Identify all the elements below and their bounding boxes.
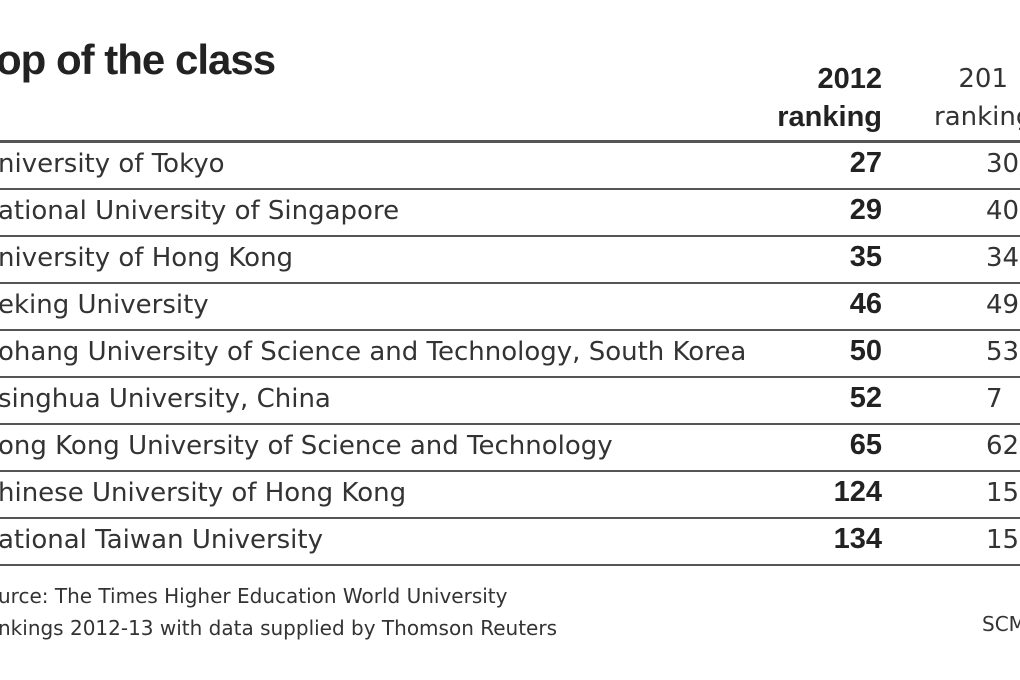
university-name: ohang University of Science and Technolo…	[0, 337, 747, 367]
source-line-1: urce: The Times Higher Education World U…	[0, 584, 508, 608]
university-name: eking University	[0, 290, 209, 320]
credit: SCM	[982, 612, 1020, 636]
header-2012-ranking: 2012 ranking	[777, 60, 882, 136]
table-row: niversity of Hong Kong 35 34	[0, 237, 1020, 284]
ranking-2012: 124	[833, 476, 882, 508]
header-2012-year: 2012	[817, 63, 882, 95]
ranking-2011: 30	[986, 149, 1020, 179]
table-row: niversity of Tokyo 27 30	[0, 143, 1020, 190]
ranking-2012: 46	[849, 288, 882, 320]
table-row: hinese University of Hong Kong 124 15	[0, 472, 1020, 519]
table-row: ational University of Singapore 29 40	[0, 190, 1020, 237]
table-title: op of the class	[0, 36, 276, 83]
ranking-2012: 35	[849, 241, 882, 273]
ranking-2011: 49	[986, 290, 1020, 320]
university-name: niversity of Hong Kong	[0, 243, 294, 273]
ranking-2012: 134	[833, 523, 882, 555]
university-name: hinese University of Hong Kong	[0, 478, 407, 508]
university-name: singhua University, China	[0, 384, 331, 414]
ranking-2011: 53	[986, 337, 1020, 367]
header-2011-label: ranking	[934, 102, 1020, 132]
ranking-2012: 27	[849, 147, 882, 179]
university-name: niversity of Tokyo	[0, 149, 225, 179]
table-row: ational Taiwan University 134 154	[0, 519, 1020, 566]
ranking-2011: 7	[986, 384, 1003, 414]
table-row: eking University 46 49	[0, 284, 1020, 331]
table-row: singhua University, China 52 7	[0, 378, 1020, 425]
university-name: ong Kong University of Science and Techn…	[0, 431, 613, 461]
ranking-2012: 29	[849, 194, 882, 226]
header-2011-year: 201	[958, 64, 1008, 94]
ranking-2012: 52	[849, 382, 882, 414]
university-name: ational Taiwan University	[0, 525, 323, 555]
ranking-2011: 34	[986, 243, 1020, 273]
ranking-2011: 40	[986, 196, 1020, 226]
source-note: urce: The Times Higher Education World U…	[0, 580, 557, 644]
ranking-2012: 50	[849, 335, 882, 367]
table-row: ong Kong University of Science and Techn…	[0, 425, 1020, 472]
header-2012-label: ranking	[777, 101, 882, 133]
ranking-2011: 154	[986, 525, 1020, 555]
ranking-2011: 62	[986, 431, 1020, 461]
ranking-table: niversity of Tokyo 27 30 ational University…	[0, 140, 1020, 566]
ranking-2012: 65	[849, 429, 882, 461]
ranking-2011: 15	[986, 478, 1020, 508]
university-name: ational University of Singapore	[0, 196, 400, 226]
table-row: ohang University of Science and Technolo…	[0, 331, 1020, 378]
source-line-2: nkings 2012-13 with data supplied by Tho…	[0, 616, 557, 640]
header-2011-ranking: 201 ranking	[934, 60, 1020, 136]
